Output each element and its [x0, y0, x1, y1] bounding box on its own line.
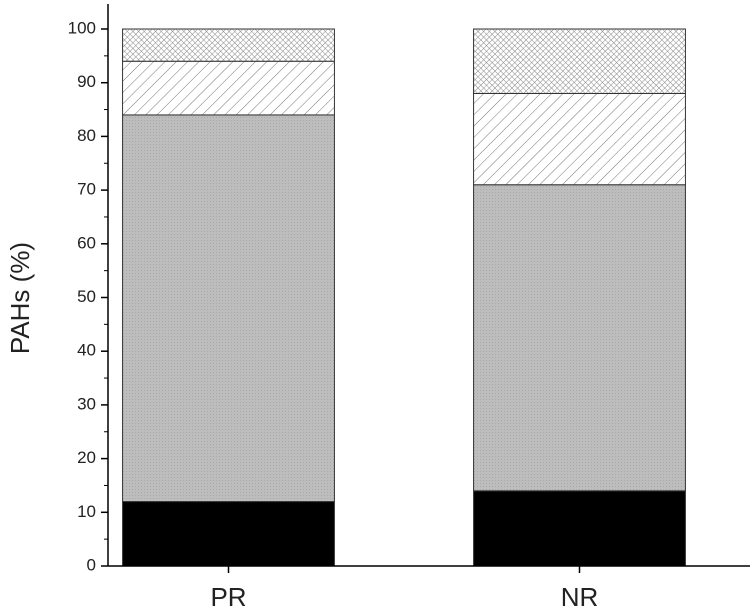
- bar-segment: [473, 184, 686, 492]
- y-tick-label: 40: [77, 341, 96, 360]
- bar-segment: [122, 60, 335, 116]
- bar-segment: [473, 28, 686, 94]
- y-tick-label: 20: [77, 448, 96, 467]
- y-tick-label: 50: [77, 287, 96, 306]
- y-tick-label: 70: [77, 180, 96, 199]
- y-tick-label: 80: [77, 126, 96, 145]
- bar-segment: [473, 490, 686, 567]
- bar-segment: [122, 501, 335, 567]
- bar-segment: [122, 114, 335, 503]
- y-axis-label: PAHs (%): [5, 242, 35, 354]
- y-tick-label: 10: [77, 502, 96, 521]
- y-tick-label: 90: [77, 72, 96, 91]
- y-tick-label: 0: [87, 555, 96, 574]
- y-tick-label: 60: [77, 233, 96, 252]
- y-tick-label: 100: [68, 18, 96, 37]
- y-tick-label: 30: [77, 394, 96, 413]
- x-tick-label: NR: [561, 582, 599, 612]
- x-tick-label: PR: [210, 582, 246, 612]
- bar-segment: [473, 92, 686, 186]
- bar-segment: [122, 28, 335, 62]
